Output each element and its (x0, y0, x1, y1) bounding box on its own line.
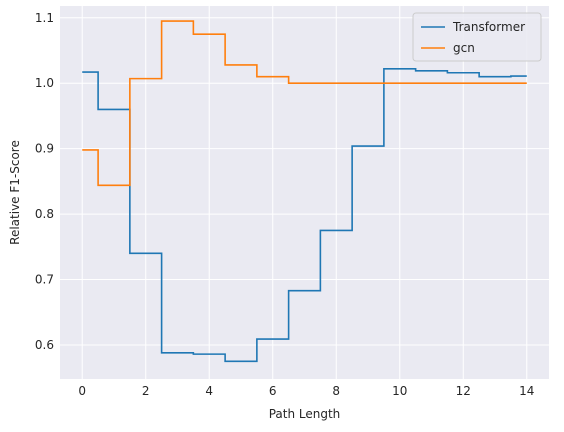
x-tick-label: 8 (332, 384, 340, 398)
x-axis-label: Path Length (269, 407, 341, 421)
x-tick-label: 4 (205, 384, 213, 398)
x-tick-labels: 0 2 4 6 8 10 12 14 (78, 384, 534, 398)
x-tick-label: 10 (392, 384, 407, 398)
x-tick-label: 0 (78, 384, 86, 398)
x-tick-label: 2 (142, 384, 150, 398)
legend-label: gcn (453, 41, 475, 55)
x-tick-label: 12 (456, 384, 471, 398)
series-lines (82, 20, 527, 363)
y-tick-label: 0.6 (35, 338, 54, 352)
plot-background (60, 6, 549, 379)
series-line-gcn (82, 20, 527, 187)
legend-label: Transformer (452, 20, 525, 34)
y-tick-label: 0.9 (35, 142, 54, 156)
x-tick-label: 6 (269, 384, 277, 398)
y-tick-label: 1.1 (35, 11, 54, 25)
y-axis-label: Relative F1-Score (8, 140, 22, 245)
series-line-transformer (82, 68, 527, 363)
x-tick-label: 14 (519, 384, 534, 398)
y-tick-labels: 0.6 0.7 0.8 0.9 1.0 1.1 (35, 11, 54, 352)
y-tick-label: 0.8 (35, 207, 54, 221)
y-tick-label: 1.0 (35, 76, 54, 90)
legend-box (412, 12, 542, 62)
legend: Transformer gcn (412, 12, 542, 62)
y-tick-label: 0.7 (35, 273, 54, 287)
